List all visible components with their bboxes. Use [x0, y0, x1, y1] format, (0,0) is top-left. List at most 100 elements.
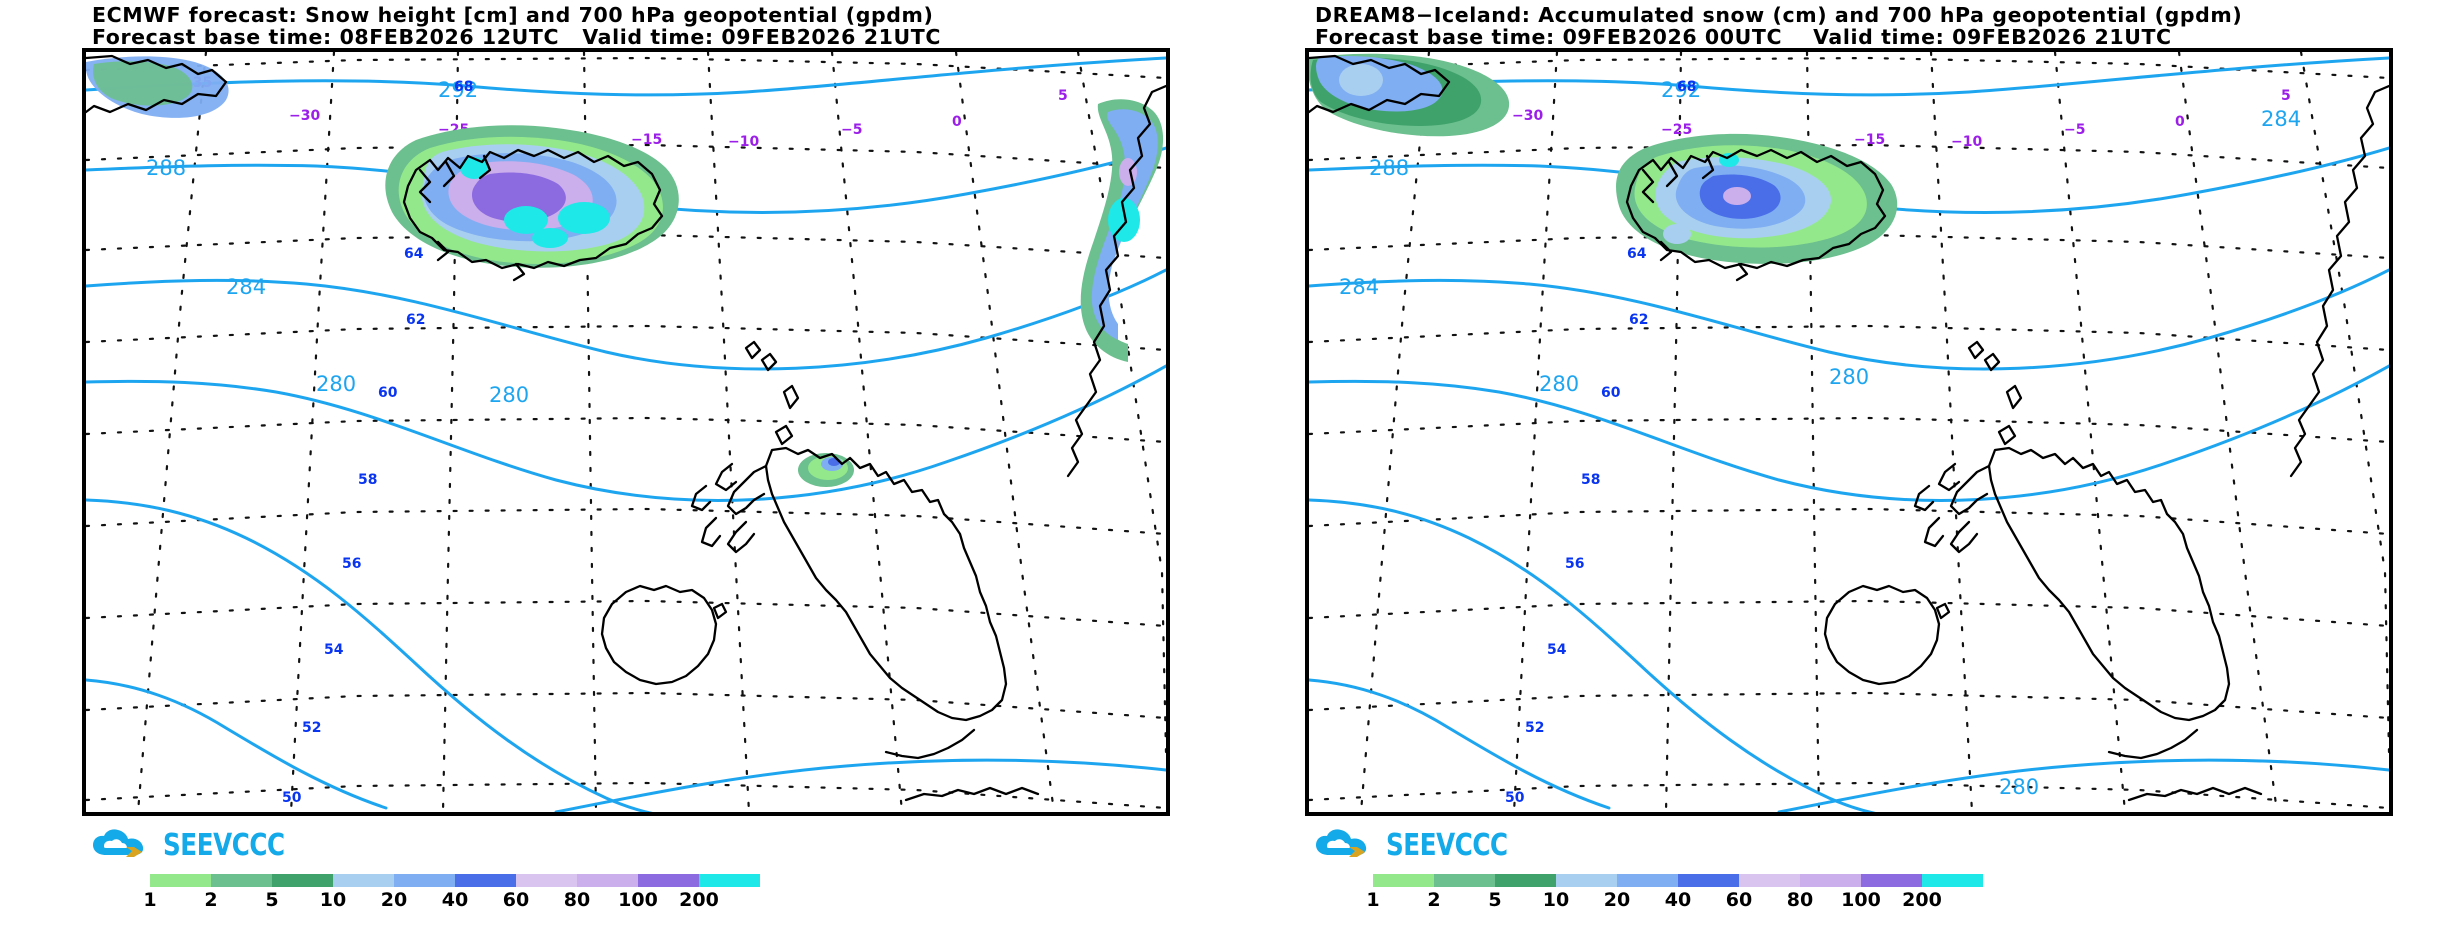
svg-text:56: 56: [342, 556, 361, 572]
colorbar-dream8: 1 2 5 10 20 40 60 80 100 200: [1366, 874, 1983, 913]
svg-text:68: 68: [454, 79, 473, 95]
panel-title-block: ECMWF forecast: Snow height [cm] and 700…: [92, 4, 1192, 48]
colorbar-bin: [1678, 874, 1739, 887]
svg-text:280: 280: [1829, 365, 1869, 389]
svg-text:58: 58: [1581, 472, 1600, 488]
colorbar-tick: 10: [319, 889, 347, 911]
map-inner: 292 288 284 280 280 −35 −30 −25 −20: [86, 52, 1166, 812]
svg-text:64: 64: [1627, 246, 1647, 262]
forecast-time-line: Forecast base time: 08FEB2026 12UTC Vali…: [92, 25, 941, 49]
panel-dream8: DREAM8−Iceland: Accumulated snow (cm) an…: [1223, 0, 2433, 925]
colorbar-tick-labels: 1 2 5 10 20 40 60 80 100 200: [143, 889, 760, 913]
colorbar-tick: 60: [502, 889, 530, 911]
colorbar-bin: [1922, 874, 1983, 887]
svg-text:288: 288: [146, 156, 186, 180]
svg-text:292: 292: [1661, 78, 1701, 102]
map-canvas-ecmwf[interactable]: 292 288 284 280 280 −35 −30 −25 −20: [82, 48, 1170, 816]
svg-text:292: 292: [438, 78, 478, 102]
logo-wordmark: SEEVCCC: [163, 828, 285, 863]
svg-text:52: 52: [302, 720, 321, 736]
colorbar-bin: [455, 874, 516, 887]
snow-field-greenland: [1309, 53, 1510, 137]
cloud-icon: [92, 828, 154, 863]
svg-text:60: 60: [378, 385, 398, 401]
colorbar-swatches: [1373, 874, 1983, 887]
colorbar-bin: [150, 874, 211, 887]
svg-text:−5: −5: [841, 122, 862, 138]
colorbar-swatches: [150, 874, 760, 887]
colorbar-tick: 80: [1786, 889, 1814, 911]
colorbar-bin: [1861, 874, 1922, 887]
svg-text:5: 5: [1058, 88, 1068, 104]
colorbar-tick: 5: [1488, 889, 1502, 911]
map-canvas-dream8[interactable]: 292 288 284 284 284 280 280 280 −35 −30: [1305, 48, 2393, 816]
svg-text:280: 280: [1999, 775, 2039, 799]
svg-text:284: 284: [226, 275, 266, 299]
svg-text:62: 62: [1629, 312, 1648, 328]
colorbar-tick: 1: [1366, 889, 1380, 911]
snow-field-scotland: [798, 453, 854, 487]
svg-text:280: 280: [1539, 372, 1579, 396]
colorbar-bin: [1617, 874, 1678, 887]
svg-text:68: 68: [1677, 79, 1696, 95]
map-inner: 292 288 284 284 284 280 280 280 −35 −30: [1309, 52, 2389, 812]
colorbar-bin: [272, 874, 333, 887]
colorbar-tick: 200: [1902, 889, 1942, 911]
svg-text:54: 54: [324, 642, 344, 658]
svg-text:−25: −25: [1661, 122, 1692, 138]
map-svg: 292 288 284 284 284 280 280 280 −35 −30: [1309, 52, 2389, 812]
colorbar-tick-labels: 1 2 5 10 20 40 60 80 100 200: [1366, 889, 1983, 913]
svg-text:−30: −30: [1512, 108, 1543, 124]
cloud-arrow-glyph: [1316, 828, 1367, 857]
panel-title-block: DREAM8−Iceland: Accumulated snow (cm) an…: [1315, 4, 2415, 48]
svg-text:5: 5: [2281, 88, 2291, 104]
colorbar-bin: [1556, 874, 1617, 887]
svg-text:−5: −5: [2064, 122, 2085, 138]
colorbar-bin: [516, 874, 577, 887]
coastlines: [1309, 54, 2389, 802]
colorbar-tick: 100: [618, 889, 658, 911]
colorbar-bin: [394, 874, 455, 887]
svg-text:−10: −10: [728, 134, 759, 150]
colorbar-tick: 5: [265, 889, 279, 911]
svg-text:−15: −15: [631, 132, 662, 148]
geopotential-contour-labels: 292 288 284 280 280: [146, 78, 529, 407]
svg-text:50: 50: [282, 790, 302, 806]
svg-text:64: 64: [404, 246, 424, 262]
colorbar-tick: 80: [563, 889, 591, 911]
map-svg: 292 288 284 280 280 −35 −30 −25 −20: [86, 52, 1166, 812]
svg-text:52: 52: [1525, 720, 1544, 736]
longitude-labels: −35 −30 −25 −20 −15 −10 −5 0 5: [1404, 75, 2291, 156]
cloud-arrow-glyph: [93, 828, 144, 857]
colorbar-bin: [211, 874, 272, 887]
colorbar-tick: 2: [204, 889, 218, 911]
svg-text:−30: −30: [289, 108, 320, 124]
graticule-meridians: [136, 52, 1166, 812]
snow-field-iceland: [385, 125, 679, 268]
svg-text:284: 284: [1339, 275, 1379, 299]
cloud-icon: [1315, 828, 1377, 863]
svg-text:54: 54: [1547, 642, 1567, 658]
svg-text:−10: −10: [1951, 134, 1982, 150]
colorbar-tick: 10: [1542, 889, 1570, 911]
geopotential-contours: [1309, 56, 2389, 812]
seevccc-logo: SEEVCCC: [1315, 828, 1534, 863]
snow-field-iceland: [1616, 133, 1898, 264]
colorbar-bin: [699, 874, 760, 887]
colorbar-bin: [1434, 874, 1495, 887]
svg-text:56: 56: [1565, 556, 1584, 572]
coastlines: [86, 54, 1166, 802]
colorbar-bin: [577, 874, 638, 887]
colorbar-tick: 200: [679, 889, 719, 911]
colorbar-bin: [1800, 874, 1861, 887]
colorbar-ecmwf: 1 2 5 10 20 40 60 80 100 200: [143, 874, 760, 913]
panel-ecmwf: ECMWF forecast: Snow height [cm] and 700…: [0, 0, 1210, 925]
svg-text:50: 50: [1505, 790, 1525, 806]
svg-text:58: 58: [358, 472, 377, 488]
svg-text:0: 0: [952, 114, 962, 130]
svg-text:0: 0: [2175, 114, 2185, 130]
svg-text:280: 280: [489, 383, 529, 407]
svg-text:288: 288: [1369, 156, 1409, 180]
colorbar-tick: 20: [380, 889, 408, 911]
